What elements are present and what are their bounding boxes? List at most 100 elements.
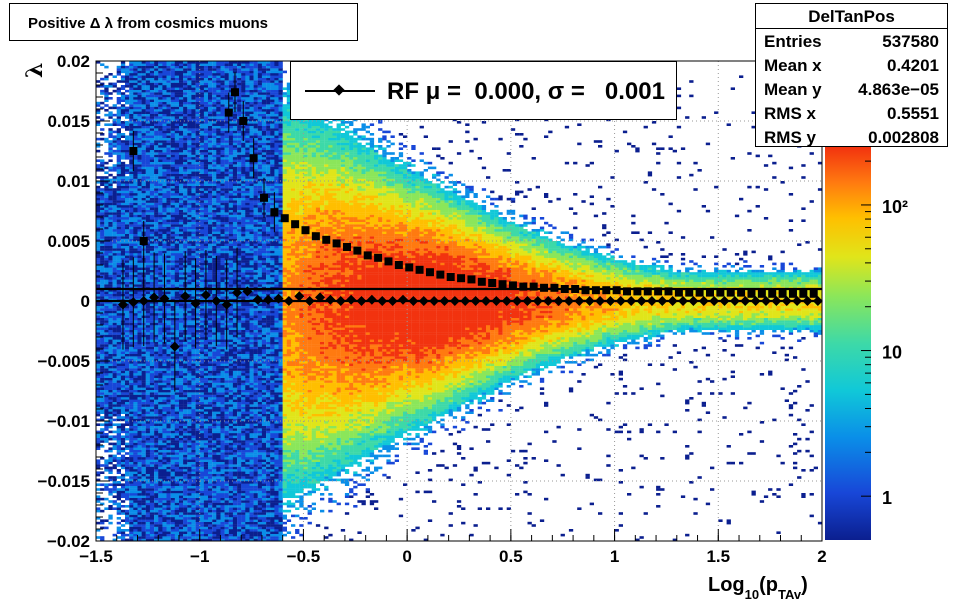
density-cell <box>129 500 133 503</box>
density-cell <box>133 438 137 441</box>
density-cell <box>125 253 129 256</box>
density-cell <box>117 212 121 215</box>
density-cell <box>125 411 129 414</box>
density-cell <box>133 534 137 537</box>
density-cell <box>100 498 104 501</box>
density-cell <box>104 234 108 237</box>
density-cell <box>108 195 112 198</box>
density-cell <box>121 87 125 90</box>
density-cell <box>125 488 129 491</box>
density-cell <box>129 174 133 177</box>
density-cell <box>113 277 117 280</box>
density-cell <box>113 476 117 479</box>
density-cell <box>104 246 108 249</box>
density-cell <box>125 452 129 455</box>
density-cell <box>104 191 108 194</box>
density-cell <box>133 277 137 280</box>
density-cell <box>96 363 100 366</box>
density-cell <box>100 380 104 383</box>
density-cell <box>104 265 108 268</box>
density-cell <box>125 246 129 249</box>
density-cell <box>104 373 108 376</box>
density-cell <box>117 272 121 275</box>
density-cell <box>133 443 137 446</box>
density-cell <box>113 234 117 237</box>
density-cell <box>100 260 104 263</box>
density-cell <box>117 296 121 299</box>
density-cell <box>113 90 117 93</box>
density-cell <box>117 80 121 83</box>
density-cell <box>133 258 137 261</box>
density-cell <box>117 488 121 491</box>
density-cell <box>117 354 121 357</box>
density-cell <box>129 428 133 431</box>
density-cell <box>121 462 125 465</box>
density-cell <box>96 435 100 438</box>
density-cell <box>117 392 121 395</box>
density-cell <box>108 188 112 191</box>
density-cell <box>125 229 129 232</box>
density-cell <box>117 440 121 443</box>
density-cell <box>117 471 121 474</box>
density-cell <box>113 347 117 350</box>
density-cell <box>121 416 125 419</box>
density-cell <box>113 227 117 230</box>
density-cell <box>108 174 112 177</box>
density-cell <box>125 469 129 472</box>
density-cell <box>113 282 117 285</box>
density-cell <box>129 402 133 405</box>
density-cell <box>100 368 104 371</box>
density-cell <box>133 536 137 539</box>
density-cell <box>125 248 129 251</box>
density-cell <box>108 198 112 201</box>
density-cell <box>125 399 129 402</box>
density-cell <box>125 356 129 359</box>
density-cell <box>108 337 112 340</box>
density-cell <box>100 243 104 246</box>
density-cell <box>129 366 133 369</box>
density-cell <box>100 219 104 222</box>
density-cell <box>108 128 112 131</box>
density-cell <box>96 308 100 311</box>
density-cell <box>133 512 137 515</box>
density-cell <box>117 114 121 117</box>
density-cell <box>96 387 100 390</box>
density-cell <box>133 469 137 472</box>
density-cell <box>117 215 121 218</box>
density-cell <box>100 212 104 215</box>
density-cell <box>129 407 133 410</box>
density-cell <box>121 354 125 357</box>
density-cell <box>100 399 104 402</box>
density-cell <box>125 517 129 520</box>
density-cell <box>104 277 108 280</box>
density-cell <box>129 219 133 222</box>
density-cell <box>108 114 112 117</box>
density-cell <box>129 455 133 458</box>
density-cell <box>117 174 121 177</box>
density-cell <box>96 267 100 270</box>
density-cell <box>133 243 137 246</box>
density-cell <box>117 243 121 246</box>
density-cell <box>117 207 121 210</box>
density-cell <box>129 462 133 465</box>
density-cell <box>129 236 133 239</box>
density-cell <box>125 445 129 448</box>
density-cell <box>121 467 125 470</box>
density-cell <box>133 450 137 453</box>
density-cell <box>108 222 112 225</box>
density-cell <box>96 402 100 405</box>
density-cell <box>104 114 108 117</box>
density-cell <box>117 131 121 134</box>
density-cell <box>129 397 133 400</box>
density-cell <box>138 251 142 254</box>
density-cell <box>138 227 142 230</box>
density-cell <box>129 527 133 530</box>
density-cell <box>121 426 125 429</box>
density-cell <box>117 373 121 376</box>
density-cell <box>121 135 125 138</box>
density-cell <box>138 342 142 345</box>
density-cell <box>133 210 137 213</box>
density-cell <box>125 78 129 81</box>
density-cell <box>117 399 121 402</box>
density-cell <box>129 452 133 455</box>
